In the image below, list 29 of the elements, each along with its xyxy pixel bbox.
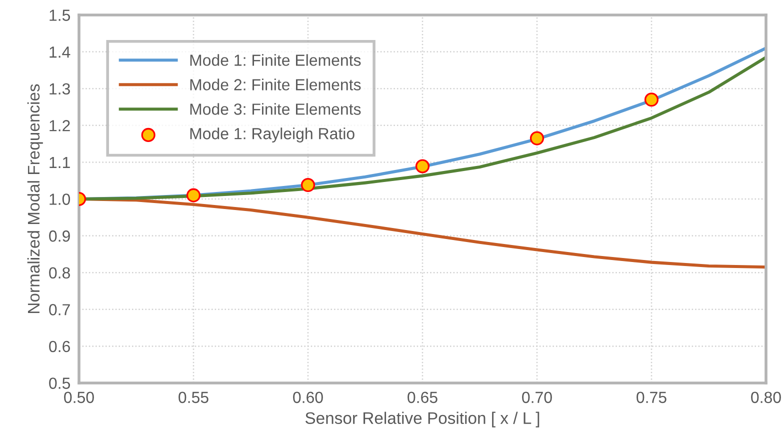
legend-label: Mode 1: Rayleigh Ratio bbox=[190, 128, 354, 142]
y-tick-label: 1.5 bbox=[50, 10, 70, 21]
y-tick-label: 1.0 bbox=[50, 194, 70, 205]
y-tick-label: 0.6 bbox=[49, 340, 70, 352]
y-tick-label: 1.3 bbox=[50, 83, 70, 95]
y-tick-label: 1.4 bbox=[50, 46, 70, 58]
y-tick-label: 0.5 bbox=[49, 378, 70, 389]
y-tick-label: 1.1 bbox=[50, 157, 70, 168]
x-tick-label: 0.60 bbox=[293, 392, 323, 404]
x-tick-label: 0.50 bbox=[64, 392, 94, 404]
point bbox=[415, 159, 430, 174]
x-axis-title: Sensor Relative Position [ x / L ] bbox=[305, 412, 540, 428]
x-tick-label: 0.75 bbox=[636, 392, 666, 404]
point bbox=[186, 188, 201, 202]
x-tick-label: 0.70 bbox=[522, 392, 552, 404]
point bbox=[300, 178, 316, 192]
y-tick-label: 0.7 bbox=[49, 304, 70, 316]
y-tick-label: 0.9 bbox=[49, 230, 70, 242]
legend-label: Mode 3: Finite Elements bbox=[190, 103, 361, 115]
x-tick-label: 0.55 bbox=[178, 392, 208, 404]
x-tick-label: 0.80 bbox=[751, 392, 781, 404]
y-tick-label: 0.8 bbox=[49, 267, 70, 279]
legend-label: Mode 1: Finite Elements bbox=[190, 54, 361, 66]
y-tick-label: 1.2 bbox=[50, 120, 70, 132]
point bbox=[530, 131, 544, 146]
point bbox=[644, 92, 659, 107]
y-axis-title: Normalized Modal Frequencies bbox=[27, 84, 43, 313]
legend-label: Mode 2: Finite Elements bbox=[190, 78, 361, 90]
x-tick-label: 0.65 bbox=[408, 392, 438, 404]
